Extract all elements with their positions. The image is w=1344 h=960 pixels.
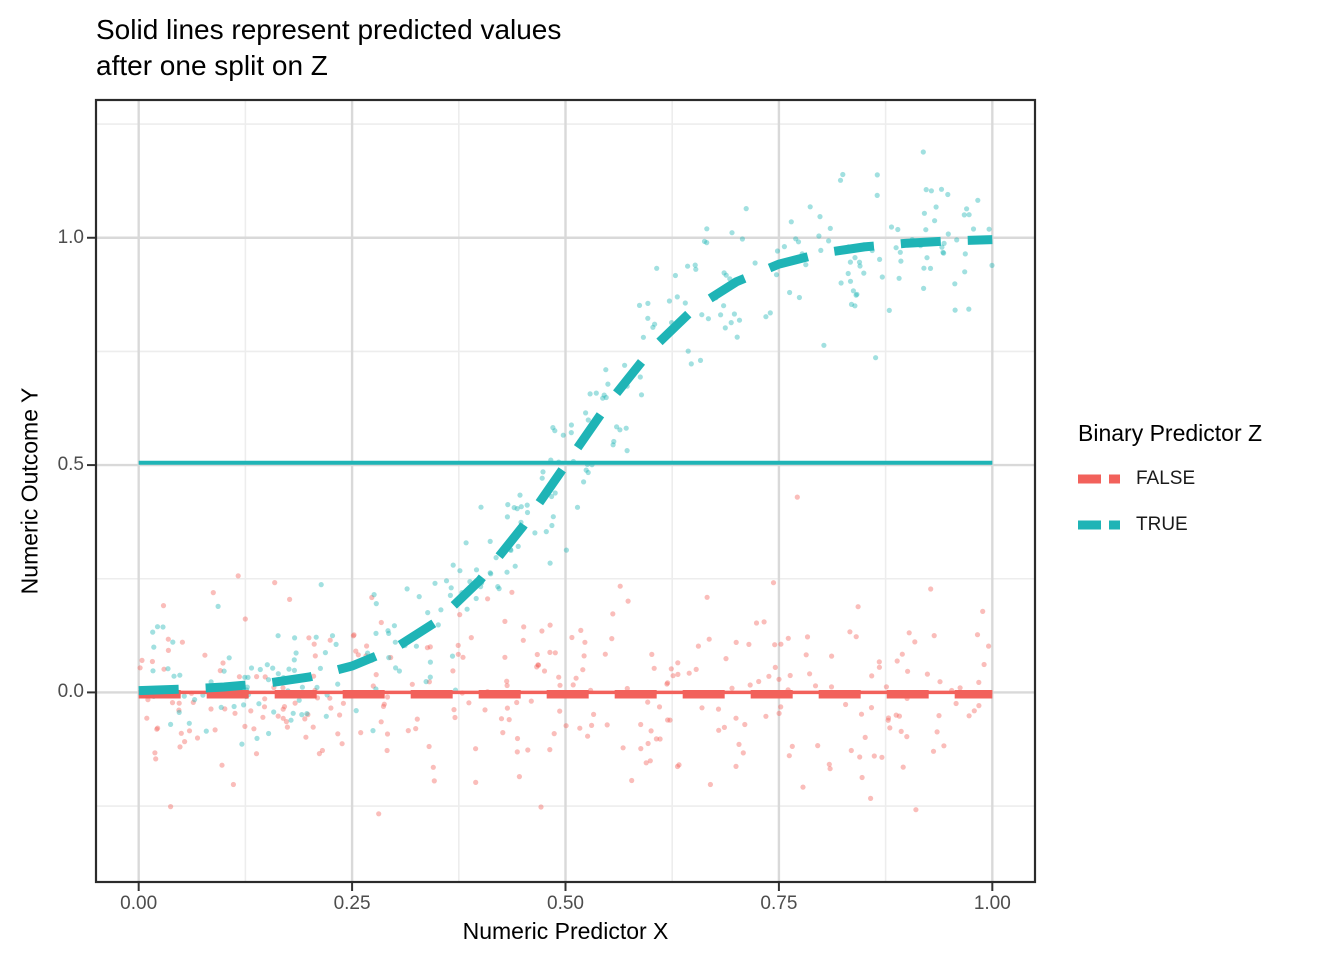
dashed-curve-true <box>138 235 993 696</box>
legend-item-true: TRUE <box>1078 511 1262 539</box>
legend-label: FALSE <box>1136 468 1196 489</box>
chart-title-line1: Solid lines represent predicted values <box>96 14 562 45</box>
y-tick-label: 1.0 <box>57 226 84 248</box>
legend-item-false: FALSE <box>1078 465 1262 493</box>
legend-label: TRUE <box>1136 514 1188 535</box>
x-tick-label: 0.75 <box>760 893 798 914</box>
legend-key-dash-icon <box>1078 520 1120 530</box>
legend-title: Binary Predictor Z <box>1078 420 1263 446</box>
x-tick-label: 1.00 <box>973 893 1011 914</box>
y-tick-label: 0.5 <box>57 454 84 476</box>
legend: Binary Predictor Z FALSE TRUE <box>1078 420 1262 539</box>
y-tick-label: 0.0 <box>57 681 84 703</box>
x-tick-label: 0.50 <box>547 893 584 914</box>
y-axis-title: Numeric Outcome Y <box>16 387 43 595</box>
panel-border <box>94 98 1037 884</box>
legend-items: FALSE TRUE <box>1078 465 1262 539</box>
x-tick-label: 0.25 <box>333 893 371 914</box>
axis-tick-marks <box>87 236 994 891</box>
legend-key-dash-icon <box>1078 474 1120 484</box>
chart-title-line2: after one split on Z <box>96 50 328 81</box>
x-tick-label: 0.00 <box>120 893 158 914</box>
chart-title: Solid lines represent predicted values a… <box>96 12 561 84</box>
x-axis-title: Numeric Predictor X <box>462 918 669 944</box>
